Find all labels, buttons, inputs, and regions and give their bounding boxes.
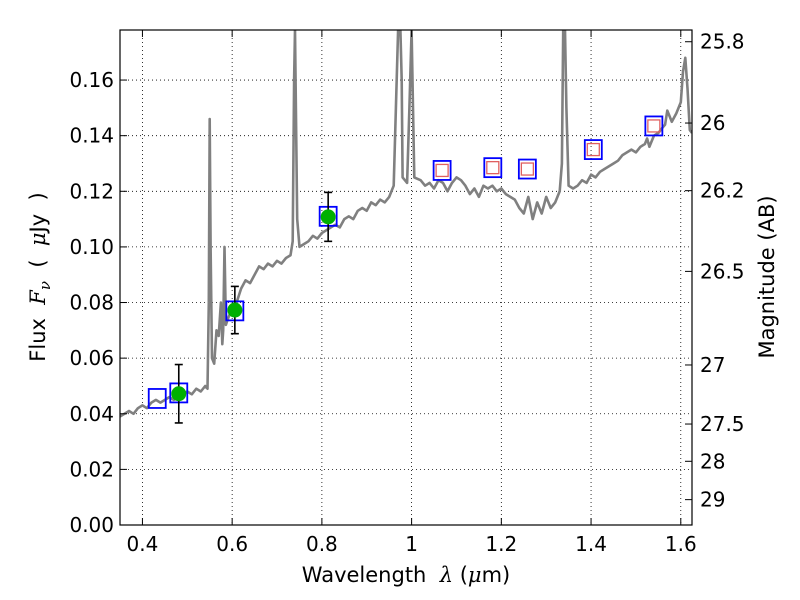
y-tick-label: 0.14 xyxy=(69,124,114,148)
observed-photometry-point xyxy=(171,386,187,402)
x-axis-label-unit-mu: μ xyxy=(468,563,482,587)
y-axis-label-unit-mu: μ xyxy=(26,232,50,246)
spectrum-series xyxy=(120,30,692,418)
x-tick-label: 0.8 xyxy=(306,532,338,556)
y-tick-label: 0.16 xyxy=(69,68,114,92)
axis-ticks: 0.4 0.6 0.8 1 1.2 1.4 1.6 0.00 0.02 0.04 0.06 0.08 0… xyxy=(69,30,744,556)
x-tick-label: 1.4 xyxy=(575,532,607,556)
y-tick-label: 0.08 xyxy=(69,291,114,315)
spectrum-line xyxy=(120,30,692,418)
observed-photometry-point xyxy=(227,302,243,318)
y-axis-label-unit-open: ( xyxy=(26,246,50,281)
upper-limit-square xyxy=(647,119,661,133)
x-axis-label-unit-open: ( xyxy=(453,563,468,587)
x-tick-label: 0.4 xyxy=(127,532,159,556)
model-photometry-square xyxy=(147,388,167,409)
upper-limit-square xyxy=(586,142,600,157)
x-tick-label: 1.2 xyxy=(485,532,517,556)
y2-tick-label: 28 xyxy=(700,449,725,473)
model-photometry-square xyxy=(432,160,452,181)
y-tick-label: 0.02 xyxy=(69,457,114,481)
photometry-markers xyxy=(147,115,664,424)
y-axis-label-unit-rest: Jy ) xyxy=(26,192,50,234)
y2-tick-label: 29 xyxy=(700,488,725,512)
y-tick-label: 0.04 xyxy=(69,402,114,426)
y2-axis-label: Magnitude (AB) xyxy=(755,195,779,358)
x-axis-label: Wavelength λ (μm) xyxy=(302,563,510,587)
y-axis-label-symbol: F xyxy=(26,289,50,306)
upper-limit-square xyxy=(486,161,500,175)
x-axis-label-unit-rest: m) xyxy=(482,563,511,587)
y-axis-label: Flux Fν ( μJy ) xyxy=(26,192,54,361)
plot-frame xyxy=(119,29,693,526)
y-axis-label-prefix: Flux xyxy=(26,305,50,362)
y-tick-label: 0.10 xyxy=(69,235,114,259)
model-photometry-square xyxy=(644,115,664,137)
y-tick-label: 0.06 xyxy=(69,346,114,370)
x-tick-label: 1 xyxy=(405,532,418,556)
model-photometry-square xyxy=(517,158,537,180)
y-axis-label-subscript: ν xyxy=(36,281,54,290)
model-photometry-square xyxy=(483,157,503,179)
model-photometry-square xyxy=(583,139,603,160)
observed-photometry-point xyxy=(320,209,336,225)
grid-lines xyxy=(120,30,692,525)
y2-tick-label: 25.8 xyxy=(700,30,745,54)
y2-tick-label: 27.5 xyxy=(700,412,745,436)
y-tick-label: 0.00 xyxy=(69,513,114,537)
x-axis-label-prefix: Wavelength xyxy=(302,563,440,587)
upper-limit-square xyxy=(435,163,449,178)
y-tick-label: 0.12 xyxy=(69,179,114,203)
x-axis-label-symbol: λ xyxy=(439,563,453,587)
x-tick-label: 1.6 xyxy=(665,532,697,556)
y2-tick-label: 26 xyxy=(700,111,725,135)
y2-tick-label: 26.2 xyxy=(700,179,745,203)
upper-limit-square xyxy=(520,162,535,176)
y2-tick-label: 26.5 xyxy=(700,259,745,283)
x-tick-label: 0.6 xyxy=(216,532,248,556)
y2-tick-label: 27 xyxy=(700,353,725,377)
